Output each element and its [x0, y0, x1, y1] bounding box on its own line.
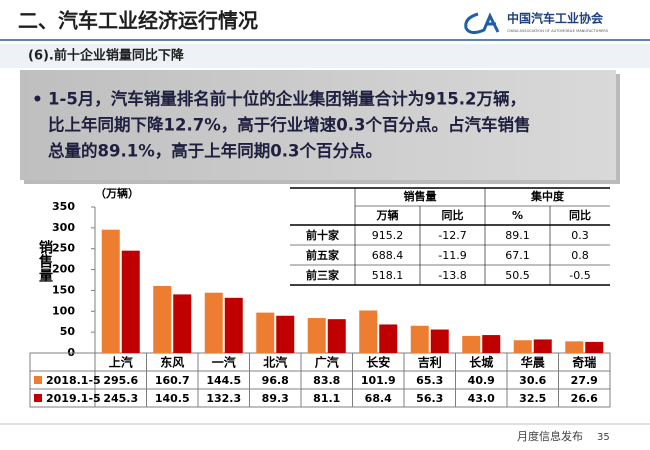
- bullet-line: 比上年同期下降12.7%，高于行业增速0.3个百分点。占汽车销售: [48, 115, 530, 135]
- data-label: 30.6: [519, 374, 546, 387]
- page-number: 35: [597, 432, 610, 443]
- bar: [307, 318, 326, 353]
- table-cell: 50.5: [505, 269, 530, 282]
- bar: [462, 335, 481, 353]
- table-cell: -12.7: [438, 229, 466, 242]
- table-cell: 前三家: [306, 268, 340, 282]
- data-label: 96.8: [262, 374, 289, 387]
- table-cell: 518.1: [372, 269, 404, 282]
- section-title: (6).前十企业销量同比下降: [28, 48, 185, 64]
- bar: [173, 294, 192, 353]
- bar: [153, 285, 172, 353]
- x-tick-label: 吉利: [418, 355, 442, 370]
- unit-label: （万辆）: [95, 186, 139, 200]
- bar: [276, 315, 295, 353]
- table-header: 万辆: [376, 208, 399, 222]
- x-tick-label: 华晨: [521, 355, 546, 370]
- table-cell: 688.4: [372, 249, 404, 262]
- x-tick-label: 广汽: [315, 355, 339, 370]
- y-tick-label: 150: [52, 283, 75, 296]
- bar: [224, 297, 243, 353]
- bar: [482, 335, 501, 353]
- data-label: 160.7: [155, 374, 190, 387]
- bullet-dot: •: [32, 90, 43, 110]
- data-label: 140.5: [155, 392, 190, 405]
- x-tick-label: 长安: [366, 355, 390, 370]
- logo-subtitle: CHINA ASSOCIATION OF AUTOMOBILE MANUFACT…: [507, 29, 609, 33]
- data-label: 26.6: [571, 392, 598, 405]
- y-axis-label: 销售量: [37, 239, 54, 283]
- bar: [533, 339, 552, 353]
- data-label: 32.5: [519, 392, 546, 405]
- table-cell: -13.8: [438, 269, 466, 282]
- inset-table-bg: [290, 188, 610, 285]
- y-tick-label: 200: [52, 263, 75, 276]
- bar: [101, 229, 120, 353]
- table-cell: 915.2: [372, 229, 404, 242]
- data-label: 295.6: [103, 374, 138, 387]
- table-cell: -11.9: [438, 249, 466, 262]
- legend-swatch: [34, 376, 42, 384]
- bar: [359, 310, 378, 353]
- data-label: 43.0: [468, 392, 495, 405]
- bar: [327, 319, 346, 353]
- footer-text: 月度信息发布: [517, 429, 583, 443]
- bar: [513, 340, 532, 353]
- table-group-header: 集中度: [530, 189, 565, 203]
- bar: [204, 292, 223, 353]
- table-cell: 前五家: [306, 248, 340, 262]
- data-label: 89.3: [262, 392, 289, 405]
- bullet-line: 1-5月，汽车销量排名前十位的企业集团销量合计为915.2万辆，: [48, 89, 526, 109]
- data-label: 132.3: [206, 392, 241, 405]
- bar: [121, 250, 140, 353]
- logo-mark: [464, 12, 500, 35]
- y-tick-label: 300: [52, 221, 75, 234]
- data-label: 81.1: [313, 392, 340, 405]
- logo-name: 中国汽车工业协会: [507, 11, 604, 26]
- slide-title: 二、汽车工业经济运行情况: [18, 9, 258, 33]
- data-label: 101.9: [361, 374, 396, 387]
- data-label: 68.4: [365, 392, 392, 405]
- y-tick-label: 100: [52, 304, 75, 317]
- data-label: 65.3: [416, 374, 443, 387]
- bar: [430, 329, 449, 353]
- x-tick-label: 长城: [469, 355, 493, 370]
- table-cell: 前十家: [306, 228, 340, 242]
- section-band: [0, 44, 650, 68]
- data-label: 83.8: [313, 374, 340, 387]
- table-cell: 0.8: [571, 249, 589, 262]
- x-tick-label: 一汽: [212, 355, 236, 370]
- table-cell: 0.3: [571, 229, 589, 242]
- table-group-header: 销售量: [404, 189, 437, 203]
- bar: [410, 325, 429, 353]
- table-header: 同比: [569, 208, 591, 222]
- table-cell: -0.5: [569, 269, 590, 282]
- legend-label: 2018.1-5: [46, 374, 101, 387]
- bullet-line: 总量的89.1%，高于上年同期0.3个百分点。: [48, 141, 382, 161]
- legend-label: 2019.1-5: [46, 392, 101, 405]
- x-tick-label: 北汽: [263, 355, 287, 370]
- table-cell: 89.1: [505, 229, 530, 242]
- bullet-box: [20, 70, 616, 180]
- x-tick-label: 东风: [160, 355, 184, 370]
- data-label: 144.5: [206, 374, 241, 387]
- legend-swatch: [34, 394, 42, 402]
- data-label: 245.3: [103, 392, 138, 405]
- data-label: 27.9: [571, 374, 598, 387]
- bar: [585, 341, 604, 353]
- bar: [565, 341, 584, 353]
- table-header: 同比: [442, 208, 464, 222]
- table-header: %: [512, 209, 523, 222]
- x-tick-label: 奇瑞: [572, 355, 596, 370]
- y-tick-label: 250: [52, 242, 75, 255]
- x-tick-label: 上汽: [109, 355, 133, 370]
- table-cell: 67.1: [505, 249, 530, 262]
- y-tick-label: 350: [52, 200, 75, 213]
- bar: [379, 324, 398, 353]
- data-label: 40.9: [468, 374, 495, 387]
- y-tick-label: 50: [60, 325, 76, 338]
- bar: [256, 312, 275, 353]
- data-label: 56.3: [416, 392, 443, 405]
